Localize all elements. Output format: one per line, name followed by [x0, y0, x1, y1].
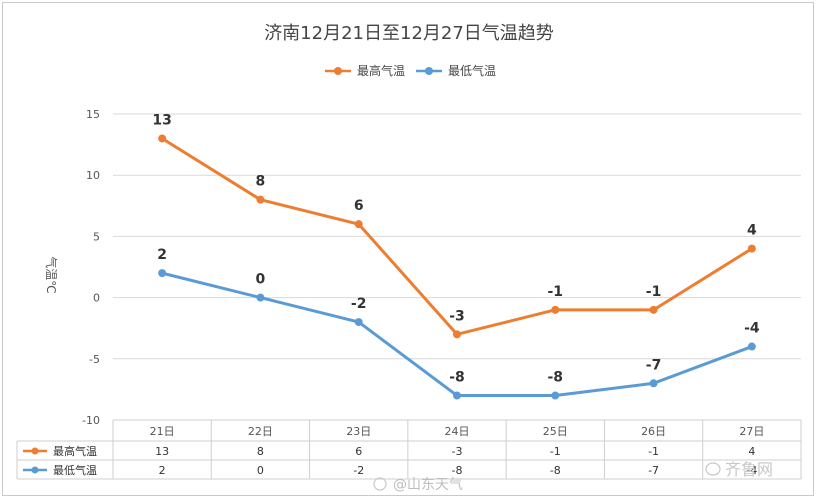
data-label: 0 — [256, 272, 266, 288]
data-label: -1 — [548, 284, 564, 300]
site-watermark: 齐鲁网 — [705, 460, 773, 479]
data-label: -8 — [548, 370, 564, 386]
data-label: 6 — [354, 198, 364, 214]
table-row-label: 最高气温 — [53, 444, 97, 458]
data-label: 13 — [152, 112, 171, 128]
data-label: -2 — [351, 296, 367, 312]
table-cell: -8 — [452, 464, 463, 477]
site-watermark-text: 齐鲁网 — [725, 460, 773, 479]
x-tick-label: 25日 — [543, 425, 568, 438]
chart-gridlines — [113, 113, 801, 421]
x-tick-label: 24日 — [445, 425, 470, 438]
table-row-label: 最低气温 — [53, 463, 97, 477]
data-point — [453, 391, 461, 400]
data-label: 2 — [157, 247, 167, 263]
data-point — [649, 379, 658, 388]
data-label: -8 — [449, 370, 465, 386]
x-tick-label: 27日 — [739, 425, 764, 438]
data-label: -4 — [744, 321, 760, 337]
data-point — [256, 293, 265, 302]
table-cell: -3 — [452, 445, 463, 458]
chart-series: 13 8 6 -3 -1 -1 4 2 0 -2 -8 -8 -7 -4 — [152, 112, 760, 400]
legend-marker — [425, 67, 433, 75]
temperature-chart: 济南12月21日至12月27日气温趋势 最高气温 最低气温 151050-5-10… — [16, 23, 802, 493]
table-cell: 8 — [257, 445, 264, 458]
data-point — [256, 195, 265, 204]
weibo-watermark: @山东天气 — [373, 477, 463, 493]
x-tick-label: 21日 — [150, 425, 175, 438]
table-cell: 4 — [748, 445, 755, 458]
y-axis: 15 10 5 0 -5 -10 — [82, 108, 100, 427]
table-cell: 2 — [159, 464, 166, 477]
y-axis-label: 气温℃ — [44, 256, 59, 293]
table-cell: -7 — [648, 464, 659, 477]
table-cell: -8 — [550, 464, 561, 477]
chart-legend: 最高气温 最低气温 — [325, 63, 496, 78]
x-tick-label: 26日 — [641, 425, 666, 438]
data-label: -3 — [449, 308, 465, 324]
data-point — [158, 134, 167, 143]
x-tick-label: 22日 — [248, 425, 273, 438]
weibo-watermark-text: @山东天气 — [393, 477, 463, 493]
table-legend-marker — [31, 447, 39, 455]
table-cell: 13 — [155, 445, 169, 458]
data-point — [649, 305, 658, 314]
table-cell: -4 — [746, 464, 757, 477]
data-label: -7 — [646, 357, 662, 373]
data-label: 8 — [256, 174, 266, 190]
data-point — [158, 269, 167, 278]
y-tick-label: -10 — [82, 414, 100, 427]
table-cell: -1 — [648, 445, 659, 458]
data-point — [551, 305, 560, 314]
data-point — [551, 391, 560, 400]
legend-label: 最低气温 — [448, 63, 496, 78]
y-tick-label: 0 — [93, 292, 100, 305]
data-point — [354, 220, 363, 229]
legend-label: 最高气温 — [357, 63, 405, 78]
legend-marker — [334, 67, 342, 75]
data-point — [453, 330, 461, 339]
table-cell: 6 — [355, 445, 362, 458]
y-tick-label: -5 — [89, 353, 100, 366]
table-cell: 0 — [257, 464, 264, 477]
x-tick-label: 23日 — [346, 425, 371, 438]
data-point — [747, 244, 756, 253]
table-cell: -2 — [353, 464, 364, 477]
y-tick-label: 15 — [86, 108, 100, 121]
chart-title: 济南12月21日至12月27日气温趋势 — [264, 23, 554, 44]
table-cell: -1 — [550, 445, 561, 458]
data-point — [747, 342, 756, 351]
y-tick-label: 5 — [93, 230, 100, 243]
y-tick-label: 10 — [86, 169, 100, 182]
data-label: 4 — [747, 223, 757, 239]
table-legend-marker — [31, 466, 39, 474]
data-point — [354, 318, 363, 327]
data-label: -1 — [646, 284, 662, 300]
